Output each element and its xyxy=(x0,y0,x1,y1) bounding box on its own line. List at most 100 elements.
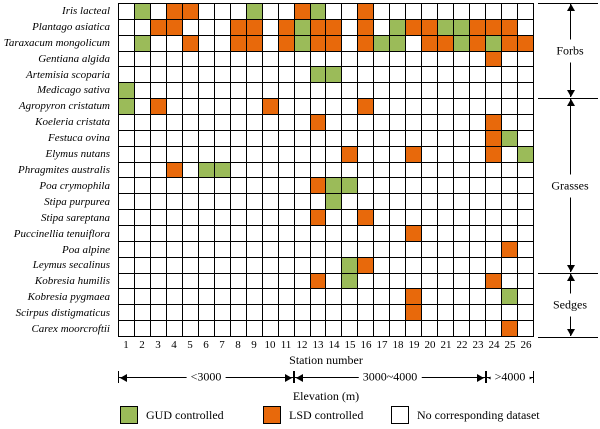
elevation-axis-title: Elevation (m) xyxy=(292,389,360,403)
cell-r4-c18 xyxy=(390,51,406,67)
cell-r5-c25 xyxy=(502,67,518,83)
cell-r10-c25 xyxy=(502,146,518,162)
cell-r11-c5 xyxy=(182,162,198,178)
cell-r19-c10 xyxy=(262,289,278,305)
group-label-sedges: Sedges xyxy=(553,293,587,317)
cell-r13-c3 xyxy=(150,194,166,210)
cell-r4-c15 xyxy=(342,51,358,67)
cell-r13-c25 xyxy=(502,194,518,210)
cell-r2-c2 xyxy=(134,19,150,35)
cell-r19-c18 xyxy=(390,289,406,305)
cell-r3-c14 xyxy=(326,35,342,51)
cell-r13-c7 xyxy=(214,194,230,210)
cell-r2-c20 xyxy=(422,19,438,35)
cell-r16-c17 xyxy=(374,241,390,257)
cell-r2-c14 xyxy=(326,19,342,35)
cell-r9-c9 xyxy=(246,130,262,146)
cell-r1-c4 xyxy=(166,4,182,19)
cell-r21-c16 xyxy=(358,321,374,336)
group-divider-0 xyxy=(538,2,598,4)
cell-r13-c16 xyxy=(358,194,374,210)
cell-r2-c18 xyxy=(390,19,406,35)
cell-r17-c4 xyxy=(166,257,182,273)
cell-r17-c8 xyxy=(230,257,246,273)
cell-r5-c19 xyxy=(406,67,422,83)
cell-r5-c8 xyxy=(230,67,246,83)
cell-r12-c7 xyxy=(214,178,230,194)
cell-r19-c5 xyxy=(182,289,198,305)
cell-r3-c9 xyxy=(246,35,262,51)
cell-r4-c23 xyxy=(470,51,486,67)
cell-r13-c23 xyxy=(470,194,486,210)
elevation-band-3: >4000 xyxy=(486,369,534,385)
group-divider-3 xyxy=(538,336,598,338)
row-label-5: Artemisia scoparia xyxy=(25,68,110,81)
cell-r21-c14 xyxy=(326,321,342,336)
cell-r18-c20 xyxy=(422,273,438,289)
group-divider-1 xyxy=(538,97,598,99)
cell-r18-c16 xyxy=(358,273,374,289)
cell-r4-c12 xyxy=(294,51,310,67)
cell-r1-c19 xyxy=(406,4,422,19)
cell-r16-c2 xyxy=(134,241,150,257)
cell-r11-c13 xyxy=(310,162,326,178)
cell-r11-c2 xyxy=(134,162,150,178)
cell-r5-c14 xyxy=(326,67,342,83)
cell-r9-c13 xyxy=(310,130,326,146)
cell-r19-c25 xyxy=(502,289,518,305)
cell-r16-c12 xyxy=(294,241,310,257)
cell-r18-c21 xyxy=(438,273,454,289)
cell-r15-c7 xyxy=(214,225,230,241)
cell-r6-c15 xyxy=(342,83,358,99)
cell-r10-c19 xyxy=(406,146,422,162)
cell-r14-c24 xyxy=(486,210,502,225)
cell-r9-c25 xyxy=(502,130,518,146)
cell-r2-c11 xyxy=(278,19,294,35)
cell-r18-c19 xyxy=(406,273,422,289)
cell-r3-c20 xyxy=(422,35,438,51)
cell-r21-c5 xyxy=(182,321,198,336)
cell-r5-c9 xyxy=(246,67,262,83)
cell-r2-c24 xyxy=(486,19,502,35)
cell-r4-c11 xyxy=(278,51,294,67)
cell-r1-c16 xyxy=(358,4,374,19)
cell-r19-c3 xyxy=(150,289,166,305)
cell-r10-c3 xyxy=(150,146,166,162)
cell-r15-c23 xyxy=(470,225,486,241)
cell-r5-c6 xyxy=(198,67,214,83)
cell-r21-c1 xyxy=(119,321,134,336)
row-label-10: Elymus nutans xyxy=(45,148,110,161)
cell-r1-c18 xyxy=(390,4,406,19)
cell-r9-c3 xyxy=(150,130,166,146)
cell-r16-c25 xyxy=(502,241,518,257)
cell-r1-c15 xyxy=(342,4,358,19)
cell-r7-c9 xyxy=(246,99,262,114)
cell-r17-c25 xyxy=(502,257,518,273)
cell-r11-c19 xyxy=(406,162,422,178)
cell-r18-c7 xyxy=(214,273,230,289)
arrow-left-icon xyxy=(120,374,127,382)
elevation-band-label: 3000~4000 xyxy=(358,369,422,385)
cell-r8-c6 xyxy=(198,114,214,130)
station-tick-19: 19 xyxy=(408,339,420,351)
cell-r3-c22 xyxy=(454,35,470,51)
cell-r20-c6 xyxy=(198,305,214,321)
cell-r14-c4 xyxy=(166,210,182,225)
cell-r10-c21 xyxy=(438,146,454,162)
station-tick-22: 22 xyxy=(456,339,468,351)
row-label-11: Phragmites australis xyxy=(18,163,110,176)
cell-r18-c24 xyxy=(486,273,502,289)
elevation-band-tick-left xyxy=(118,371,119,383)
cell-r1-c12 xyxy=(294,4,310,19)
cell-r18-c26 xyxy=(518,273,533,289)
legend-item-3: No corresponding dataset xyxy=(391,406,540,424)
cell-r16-c6 xyxy=(198,241,214,257)
row-label-18: Kobresia humilis xyxy=(34,275,110,288)
cell-r7-c13 xyxy=(310,99,326,114)
cell-r20-c26 xyxy=(518,305,533,321)
cell-r21-c20 xyxy=(422,321,438,336)
cell-r15-c2 xyxy=(134,225,150,241)
cell-r1-c24 xyxy=(486,4,502,19)
cell-r1-c8 xyxy=(230,4,246,19)
